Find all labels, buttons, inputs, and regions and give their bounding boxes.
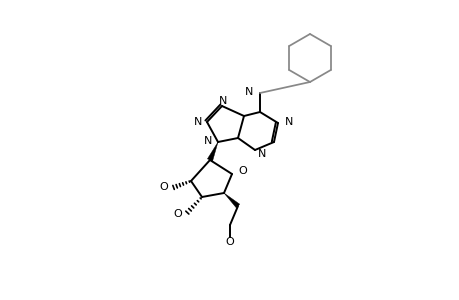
Text: O: O: [159, 182, 168, 192]
Text: N: N: [203, 136, 212, 146]
Text: O: O: [237, 166, 246, 176]
Text: O: O: [173, 209, 182, 219]
Text: O: O: [225, 237, 234, 247]
Text: N: N: [257, 149, 266, 159]
Text: N: N: [218, 96, 227, 106]
Text: N: N: [244, 87, 252, 97]
Text: N: N: [193, 117, 202, 127]
Polygon shape: [207, 142, 218, 161]
Text: N: N: [285, 117, 293, 127]
Polygon shape: [224, 193, 239, 208]
